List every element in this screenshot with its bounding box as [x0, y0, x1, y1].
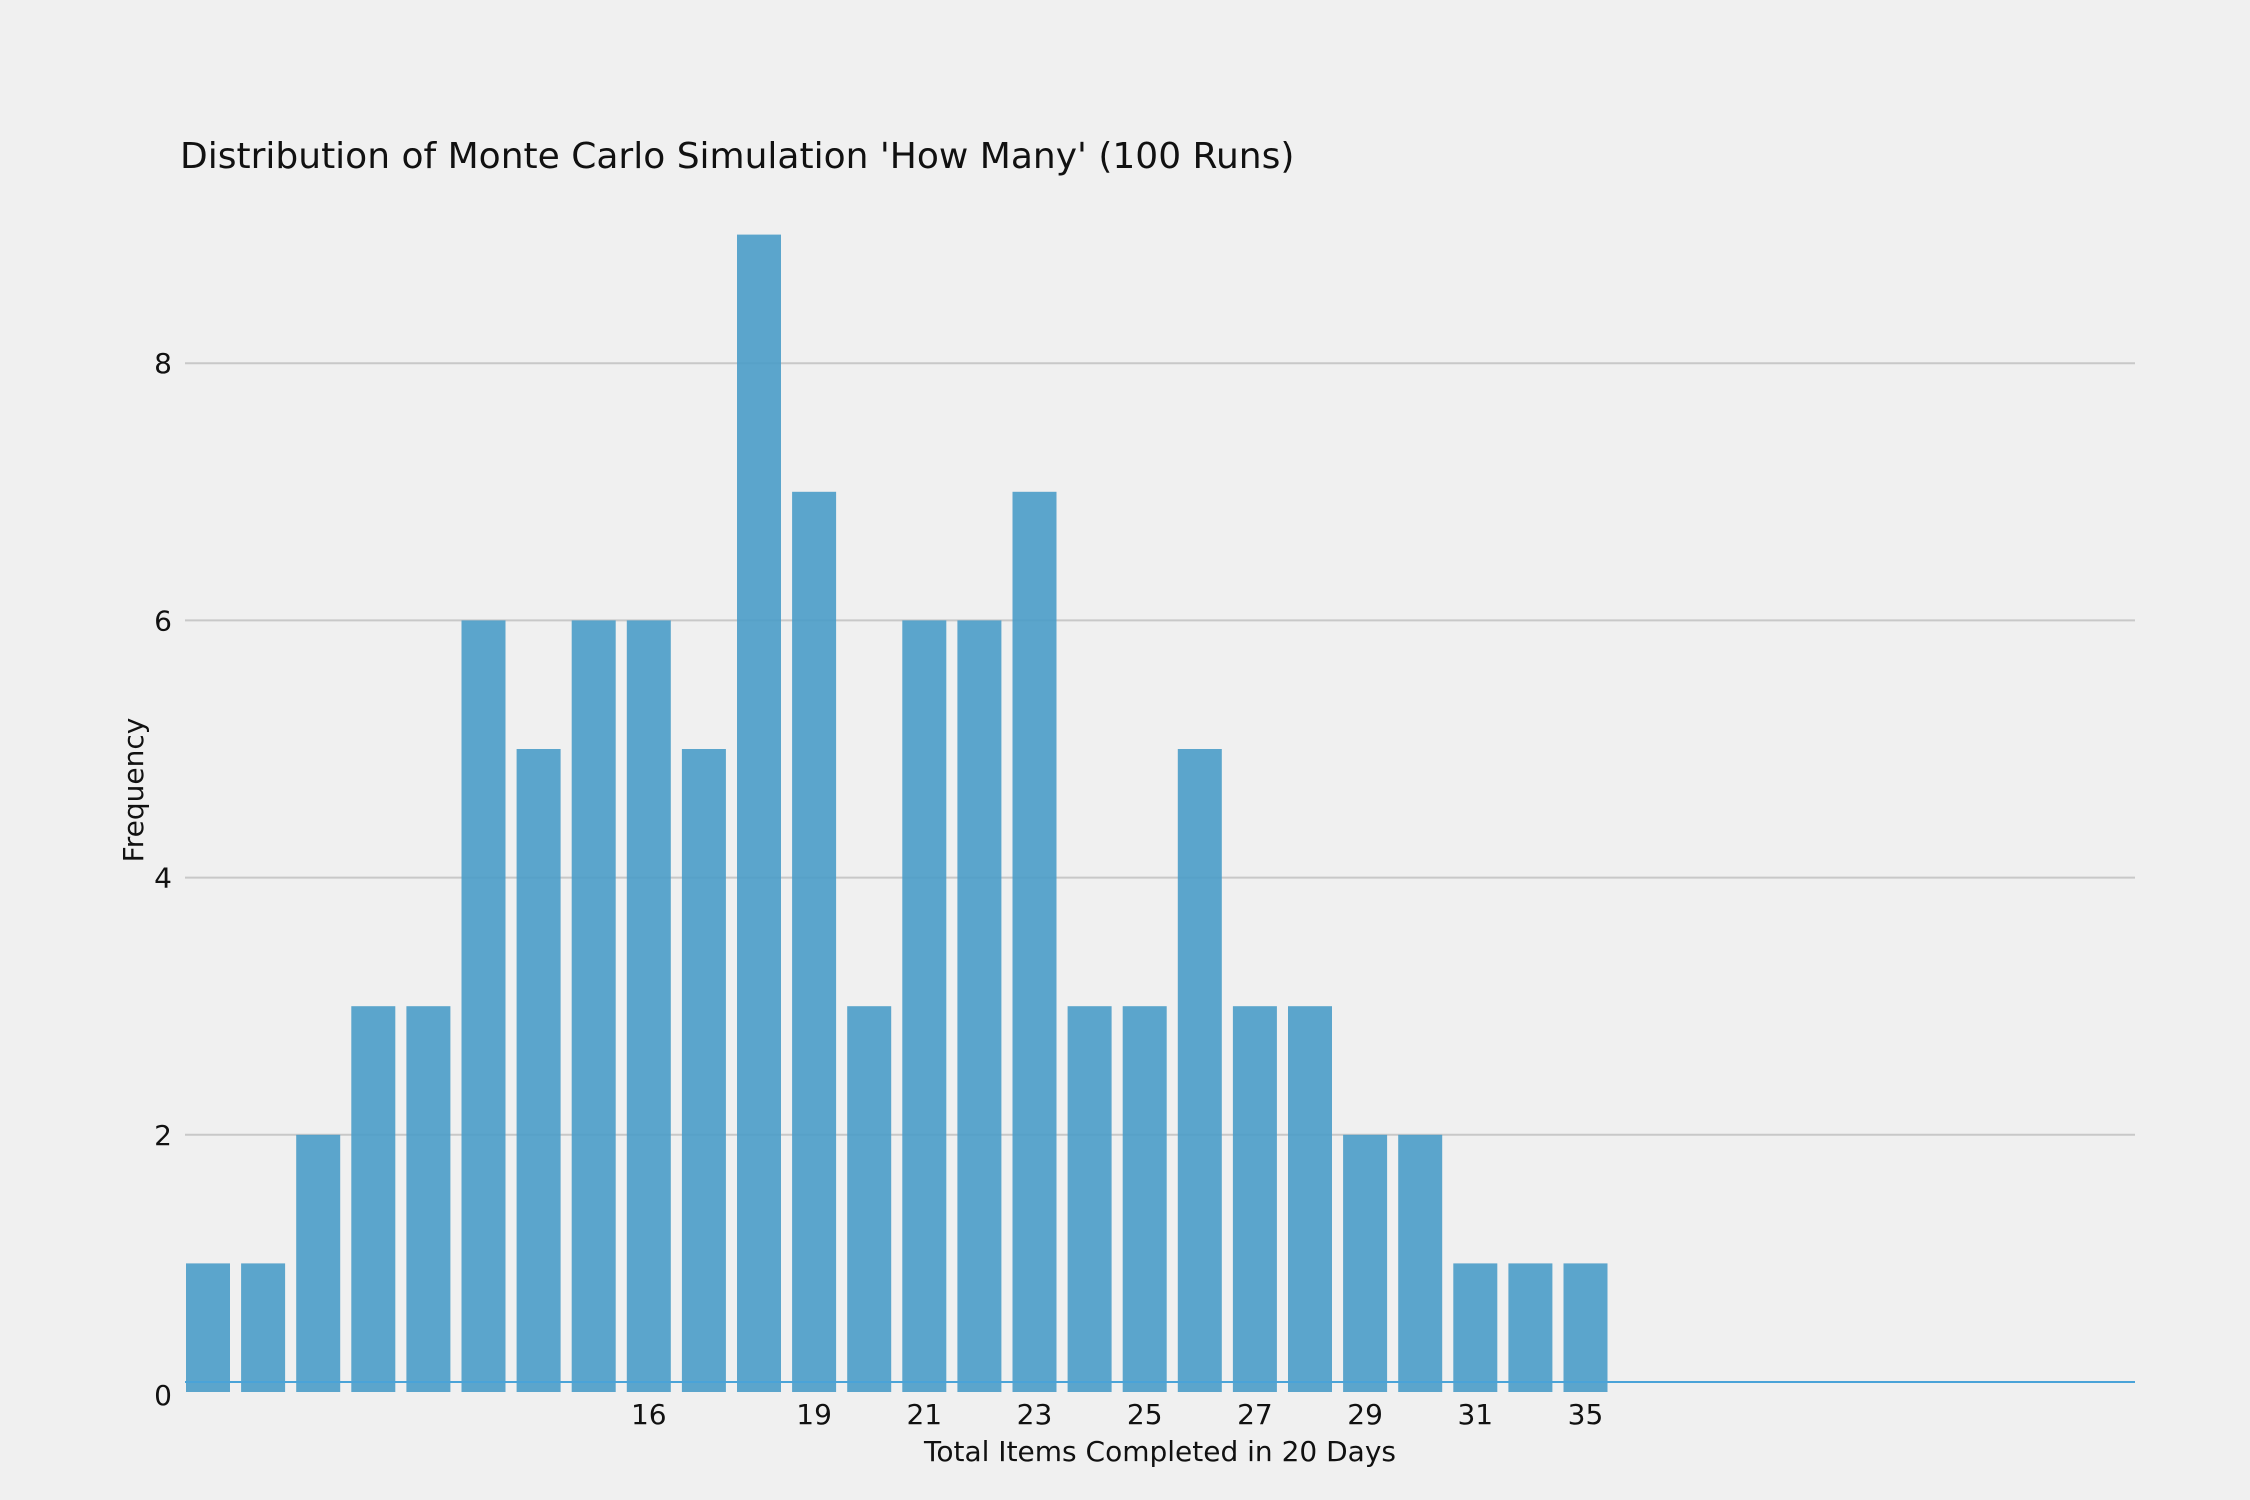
y-axis-ticks: 0 2 4 6 8	[154, 347, 172, 1412]
bar-2	[296, 1134, 341, 1392]
chart-title: Distribution of Monte Carlo Simulation '…	[180, 136, 1294, 177]
bar-0	[186, 1263, 230, 1392]
bar-3	[351, 1006, 396, 1392]
x-tick-label-29: 29	[1347, 1398, 1383, 1431]
bar-9	[681, 749, 726, 1392]
y-tick-label-4: 4	[154, 862, 172, 895]
x-tick-label-21: 21	[906, 1398, 942, 1431]
bar-13	[902, 620, 947, 1392]
bar-24	[1508, 1263, 1553, 1392]
x-tick-label-31: 31	[1457, 1398, 1493, 1431]
bar-11	[792, 491, 837, 1392]
y-tick-label-8: 8	[154, 347, 172, 380]
y-tick-label-2: 2	[154, 1119, 172, 1152]
bar-4	[406, 1006, 451, 1392]
bar-10	[737, 234, 781, 1393]
bar-7	[571, 620, 616, 1392]
bar-1	[241, 1263, 286, 1392]
bars	[186, 234, 1608, 1393]
y-axis-label: Frequency	[117, 718, 150, 863]
x-tick-label-23: 23	[1017, 1398, 1053, 1431]
bar-19	[1232, 1006, 1277, 1392]
x-axis-ticks: 16 19 21 23 25 27 29 31 35	[631, 1398, 1603, 1431]
y-tick-label-6: 6	[154, 604, 172, 637]
x-tick-label-27: 27	[1237, 1398, 1273, 1431]
bar-25	[1563, 1263, 1608, 1392]
y-tick-label-0: 0	[154, 1379, 172, 1412]
x-tick-label-35: 35	[1568, 1398, 1604, 1431]
bar-12	[847, 1006, 892, 1392]
bar-8	[626, 620, 671, 1392]
bar-20	[1288, 1006, 1332, 1392]
bar-18	[1177, 749, 1222, 1392]
bar-21	[1343, 1134, 1388, 1392]
bar-16	[1067, 1006, 1112, 1392]
bar-17	[1122, 1006, 1167, 1392]
x-tick-label-25: 25	[1127, 1398, 1163, 1431]
x-axis-label: Total Items Completed in 20 Days	[923, 1435, 1396, 1468]
bar-6	[516, 749, 561, 1392]
bar-22	[1398, 1134, 1443, 1392]
bar-5	[461, 620, 506, 1392]
bar-15	[1012, 491, 1057, 1392]
bar-14	[957, 620, 1002, 1392]
x-tick-label-19: 19	[796, 1398, 832, 1431]
x-tick-label-16: 16	[631, 1398, 667, 1431]
bar-23	[1453, 1263, 1498, 1392]
